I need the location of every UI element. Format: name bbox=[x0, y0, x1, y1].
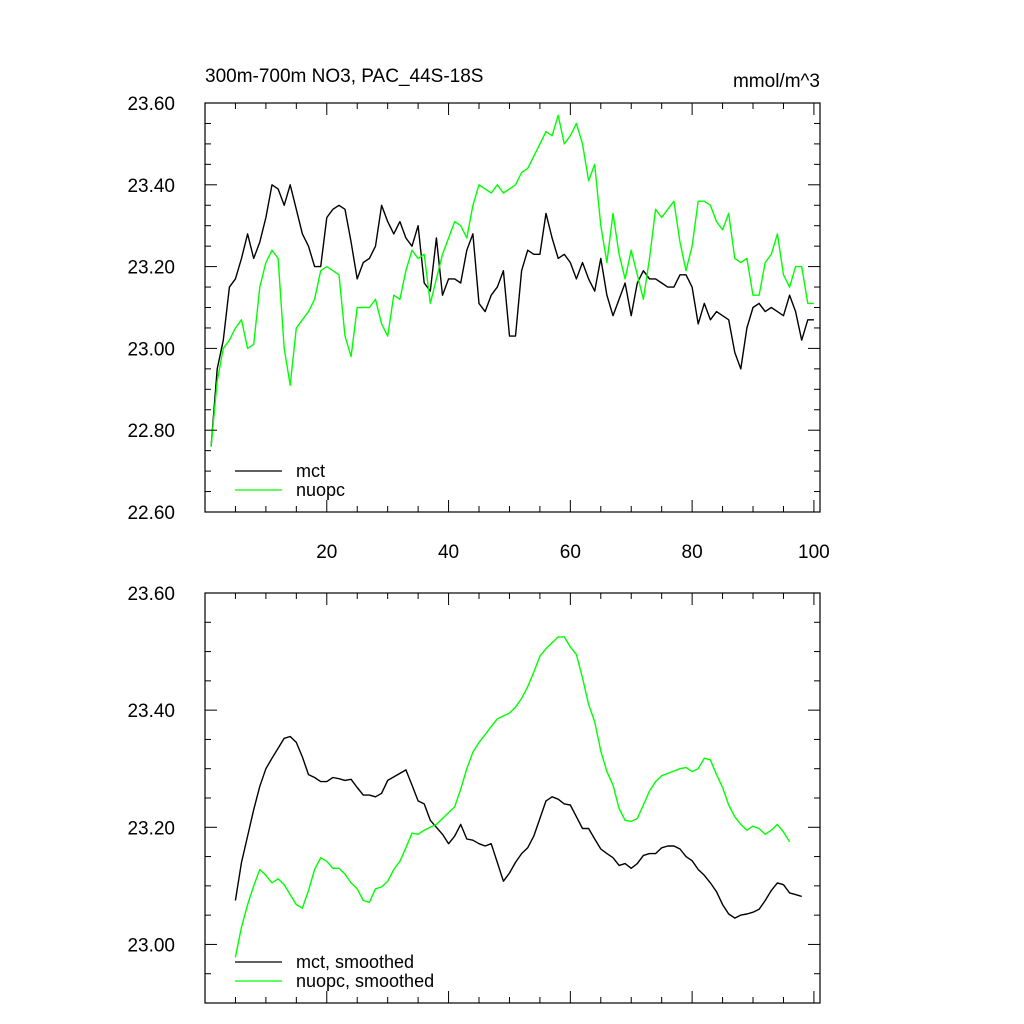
bottom-legend: mct, smoothed nuopc, smoothed bbox=[235, 952, 434, 991]
x-tick-label: 100 bbox=[798, 542, 830, 563]
x-tick-label: 80 bbox=[682, 542, 703, 563]
chart-title: 300m-700m NO3, PAC_44S-18S bbox=[205, 66, 483, 87]
y-tick-label: 22.60 bbox=[127, 503, 175, 524]
y-tick-label: 22.80 bbox=[127, 421, 175, 442]
y-tick-label: 23.40 bbox=[127, 701, 175, 722]
units-label: mmol/m^3 bbox=[733, 71, 820, 92]
y-tick-label: 23.60 bbox=[127, 94, 175, 115]
x-tick-label: 40 bbox=[438, 542, 459, 563]
series-line-nuopc bbox=[210, 114, 814, 447]
legend-mct-smoothed-label: mct, smoothed bbox=[296, 952, 414, 972]
y-tick-label: 23.20 bbox=[127, 818, 175, 839]
top-tick-group: 22.60 22.80 23.00 23.20 23.40 23.60 20 40 60 80 10… bbox=[127, 94, 829, 563]
x-tick-label: 60 bbox=[560, 542, 581, 563]
y-tick-label: 23.20 bbox=[127, 258, 175, 279]
series-line-mct bbox=[234, 735, 802, 919]
legend-mct-label: mct bbox=[296, 461, 325, 481]
bottom-tick-group: 23.00 23.20 23.40 23.60 bbox=[127, 584, 820, 1004]
y-tick-label: 23.00 bbox=[127, 339, 175, 360]
x-tick-label: 20 bbox=[316, 542, 337, 563]
top-legend: mct nuopc bbox=[235, 461, 345, 500]
bottom-series-group bbox=[234, 636, 802, 958]
top-series-group bbox=[210, 114, 814, 447]
series-line-nuopc bbox=[234, 636, 791, 958]
y-tick-label: 23.60 bbox=[127, 584, 175, 605]
series-line-mct bbox=[210, 184, 814, 447]
y-tick-label: 23.00 bbox=[127, 935, 175, 956]
top-plot-frame bbox=[204, 102, 821, 513]
chart-top: 300m-700m NO3, PAC_44S-18S mmol/m^3 22.6… bbox=[127, 66, 829, 563]
bottom-plot-frame bbox=[204, 592, 821, 1004]
legend-nuopc-smoothed-label: nuopc, smoothed bbox=[296, 971, 434, 991]
legend-nuopc-label: nuopc bbox=[296, 480, 345, 500]
chart-bottom: 23.00 23.20 23.40 23.60 mct, smoothed nuopc… bbox=[127, 584, 821, 1004]
y-tick-label: 23.40 bbox=[127, 176, 175, 197]
